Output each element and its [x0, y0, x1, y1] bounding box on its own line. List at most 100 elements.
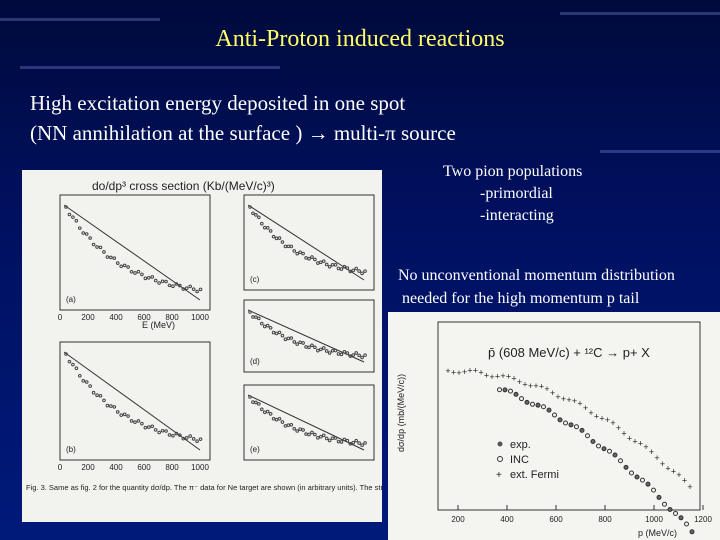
legend-marker — [497, 456, 503, 462]
point: + — [517, 377, 522, 387]
point — [160, 428, 165, 433]
reaction: p̄ (608 MeV/c) + ¹²C → p+ X — [488, 345, 650, 360]
point — [324, 436, 329, 441]
point — [313, 257, 317, 262]
point — [546, 407, 552, 413]
point: + — [599, 414, 604, 424]
point — [157, 430, 161, 435]
point — [607, 448, 612, 454]
point: + — [665, 463, 670, 473]
point — [274, 331, 279, 336]
point — [115, 261, 120, 265]
point — [333, 436, 338, 440]
point — [557, 417, 563, 423]
point — [171, 433, 175, 438]
point — [357, 441, 361, 445]
point: + — [445, 366, 450, 376]
point: + — [621, 429, 626, 439]
point — [271, 330, 276, 335]
point — [292, 426, 297, 431]
point — [67, 212, 72, 217]
point — [119, 413, 123, 417]
point — [351, 268, 356, 273]
point — [95, 245, 99, 249]
point — [345, 351, 350, 355]
legend-marker: + — [496, 470, 502, 481]
point — [164, 279, 168, 284]
point — [150, 275, 155, 279]
point: + — [456, 368, 461, 378]
point — [321, 433, 326, 438]
point — [88, 384, 92, 388]
point — [552, 412, 557, 418]
point: + — [682, 475, 687, 485]
point — [357, 353, 361, 358]
right-figure: p̄ (608 MeV/c) + ¹²C → p+ X dσ/dp (mb/(M… — [388, 312, 720, 540]
point — [354, 266, 359, 271]
point — [248, 310, 252, 314]
panels: (a) (c) (d) (b) (e) 0 200 400 600 800 1000 0 200 400 6… — [58, 194, 375, 472]
point: + — [638, 439, 643, 449]
point — [280, 333, 285, 338]
streak — [0, 18, 160, 21]
point — [634, 474, 640, 480]
point — [351, 353, 356, 357]
point — [524, 399, 530, 405]
point — [283, 337, 288, 342]
point — [348, 354, 353, 358]
point — [363, 353, 367, 357]
point — [535, 402, 541, 408]
x-tick-label: 200 — [81, 313, 95, 322]
point — [122, 412, 127, 417]
point — [316, 261, 320, 265]
point — [81, 379, 86, 383]
point — [157, 281, 161, 285]
point — [345, 266, 350, 270]
point — [254, 315, 258, 319]
point — [140, 272, 144, 277]
x-tick-label: 200 — [451, 515, 465, 524]
point — [160, 279, 165, 284]
text-line: (NN annihilation at the surface ) → mult… — [30, 121, 456, 145]
panel-label: (e) — [250, 445, 260, 454]
point — [280, 420, 285, 424]
point — [115, 410, 120, 414]
point — [321, 259, 326, 263]
point — [78, 226, 82, 230]
point — [348, 442, 353, 446]
x-tick-label: 0 — [58, 313, 63, 322]
point — [363, 269, 367, 273]
point — [129, 419, 134, 423]
point: + — [616, 423, 621, 433]
point — [640, 477, 645, 483]
point — [147, 425, 151, 429]
point — [327, 351, 332, 355]
point — [198, 437, 203, 441]
point — [181, 436, 186, 441]
point — [519, 396, 524, 402]
point: + — [506, 371, 511, 381]
pion-item: -interacting — [480, 207, 554, 224]
point — [254, 213, 258, 217]
point: + — [555, 392, 560, 402]
point — [298, 427, 302, 432]
point — [81, 231, 86, 235]
point — [280, 240, 285, 244]
point — [248, 205, 252, 209]
point — [327, 438, 332, 443]
point: + — [533, 381, 538, 391]
x-label: p (MeV/c) — [638, 528, 677, 538]
point — [143, 425, 148, 430]
point: + — [676, 470, 681, 480]
point: + — [484, 370, 489, 380]
point — [257, 215, 261, 220]
point — [150, 424, 155, 429]
point — [333, 348, 338, 353]
point: + — [632, 436, 637, 446]
point — [277, 330, 282, 335]
panel-label: (c) — [250, 275, 260, 284]
point — [84, 232, 89, 236]
x-tick-label: 800 — [165, 463, 179, 472]
point — [295, 429, 300, 433]
x-tick-label: 400 — [109, 463, 123, 472]
